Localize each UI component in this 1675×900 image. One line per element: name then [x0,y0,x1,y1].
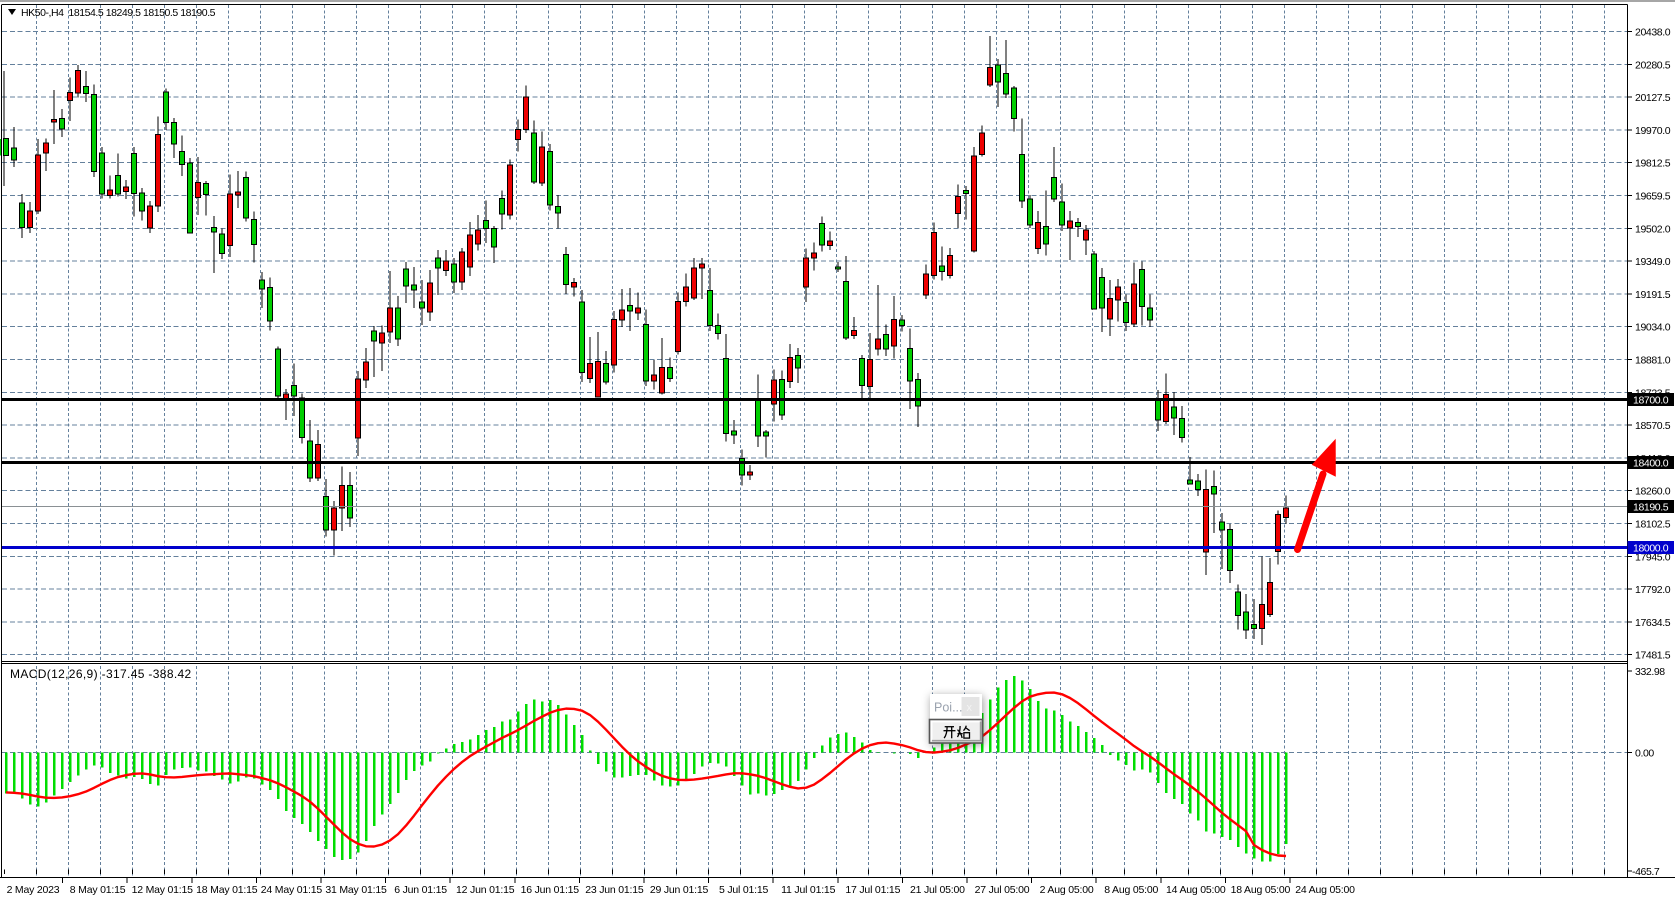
svg-text:27 Jul 05:00: 27 Jul 05:00 [975,884,1030,896]
svg-text:17 Jul 01:15: 17 Jul 01:15 [845,884,900,896]
svg-text:18400.0: 18400.0 [1633,458,1669,470]
svg-text:12 Jun 01:15: 12 Jun 01:15 [456,884,515,896]
svg-text:18190.5: 18190.5 [1633,502,1669,514]
svg-text:MACD(12,26,9) -317.45 -388.42: MACD(12,26,9) -317.45 -388.42 [10,667,192,681]
svg-text:17634.5: 17634.5 [1635,617,1671,629]
svg-text:17481.5: 17481.5 [1635,650,1671,662]
svg-text:2 Aug 05:00: 2 Aug 05:00 [1040,884,1094,896]
svg-text:18881.0: 18881.0 [1635,355,1671,367]
svg-text:-465.7: -465.7 [1632,866,1660,878]
svg-text:11 Jul 01:15: 11 Jul 01:15 [781,884,835,896]
svg-text:18 May 01:15: 18 May 01:15 [196,884,258,896]
svg-text:19034.0: 19034.0 [1635,322,1671,334]
svg-text:8 May 01:15: 8 May 01:15 [70,884,126,896]
svg-text:17945.0: 17945.0 [1635,551,1671,563]
svg-text:20438.0: 20438.0 [1635,27,1671,39]
svg-text:12 May 01:15: 12 May 01:15 [132,884,194,896]
svg-text:18570.5: 18570.5 [1635,420,1671,432]
svg-text:Poi...: Poi... [934,701,963,715]
svg-text:8 Aug 05:00: 8 Aug 05:00 [1104,884,1158,896]
svg-text:6 Jun 01:15: 6 Jun 01:15 [394,884,447,896]
svg-text:20127.5: 20127.5 [1635,92,1671,104]
svg-text:18700.0: 18700.0 [1633,395,1669,407]
svg-text:19191.5: 19191.5 [1635,289,1671,301]
svg-text:20280.5: 20280.5 [1635,59,1671,71]
svg-text:14 Aug 05:00: 14 Aug 05:00 [1166,884,1226,896]
svg-text:18 Aug 05:00: 18 Aug 05:00 [1231,884,1291,896]
svg-text:332.98: 332.98 [1635,666,1665,678]
svg-text:24 May 01:15: 24 May 01:15 [261,884,323,896]
svg-text:19659.5: 19659.5 [1635,191,1671,203]
svg-text:19970.0: 19970.0 [1635,125,1671,137]
svg-text:18000.0: 18000.0 [1633,543,1669,555]
svg-text:HK50-,H4 18154.5 18249.5 1815: HK50-,H4 18154.5 18249.5 18150.5 18190.5 [21,7,216,19]
svg-text:17792.0: 17792.0 [1635,584,1671,596]
svg-text:19349.0: 19349.0 [1635,256,1671,268]
svg-text:18260.0: 18260.0 [1635,486,1671,498]
svg-text:18102.5: 18102.5 [1635,519,1671,531]
svg-text:19502.0: 19502.0 [1635,223,1671,235]
svg-text:23 Jun 01:15: 23 Jun 01:15 [585,884,644,896]
svg-text:2 May 2023: 2 May 2023 [7,884,60,896]
svg-text:16 Jun 01:15: 16 Jun 01:15 [521,884,580,896]
svg-text:0.00: 0.00 [1635,748,1654,760]
svg-text:24 Aug 05:00: 24 Aug 05:00 [1295,884,1355,896]
svg-text:19812.5: 19812.5 [1635,158,1671,170]
svg-text:x: x [967,702,973,714]
svg-text:21 Jul 05:00: 21 Jul 05:00 [910,884,965,896]
svg-text:29 Jun 01:15: 29 Jun 01:15 [650,884,709,896]
svg-text:5 Jul 01:15: 5 Jul 01:15 [719,884,769,896]
svg-text:31 May 01:15: 31 May 01:15 [325,884,387,896]
